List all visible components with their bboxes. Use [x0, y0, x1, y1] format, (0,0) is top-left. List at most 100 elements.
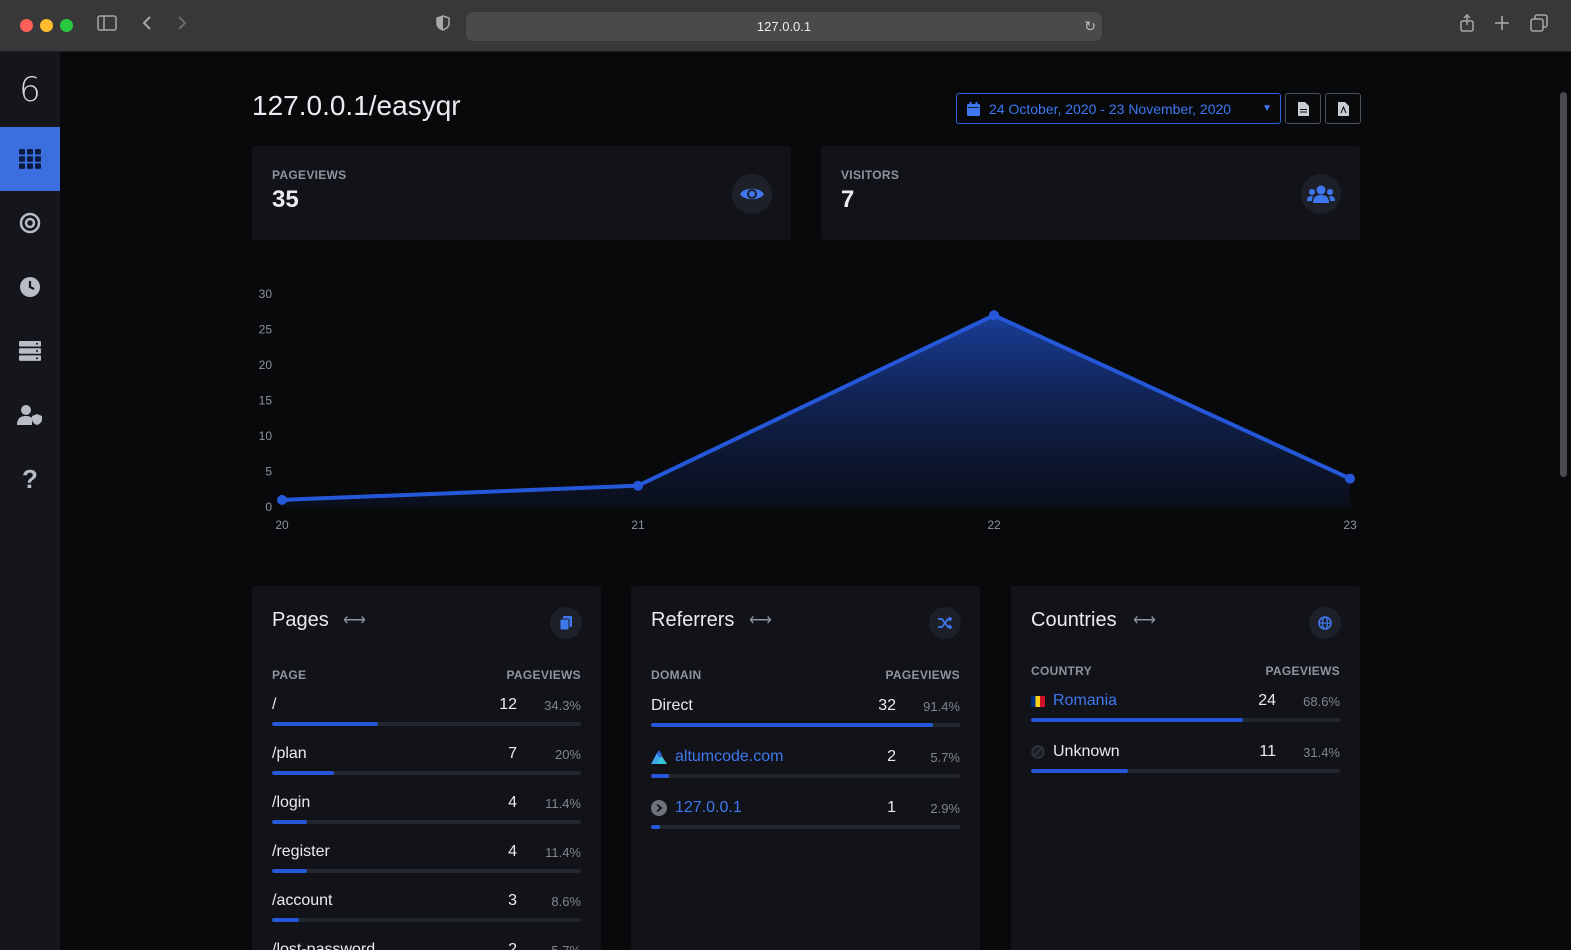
row-percent: 34.3% — [544, 698, 581, 713]
progress-track — [651, 774, 960, 778]
progress-fill — [272, 869, 308, 873]
list-item[interactable]: /register 4 11.4% — [272, 843, 581, 883]
progress-track — [651, 825, 960, 829]
y-tick-label: 30 — [259, 287, 273, 301]
row-label-wrap: /plan — [272, 745, 307, 763]
close-window-button[interactable] — [20, 19, 33, 32]
col-head-page: PAGE — [272, 668, 307, 682]
export-csv-button[interactable] — [1285, 93, 1321, 124]
stat-label: VISITORS — [841, 168, 900, 182]
expand-arrows-icon[interactable]: ⟷ — [1133, 612, 1156, 629]
date-range-label: 24 October, 2020 - 23 November, 2020 — [989, 100, 1232, 117]
tab-overview-icon[interactable] — [1527, 14, 1551, 38]
stat-card-pageviews: PAGEVIEWS 35 — [252, 146, 791, 240]
logo[interactable]: 6 — [19, 70, 41, 110]
x-tick-label: 21 — [631, 518, 645, 532]
row-label: /account — [272, 892, 333, 909]
progress-track — [272, 820, 581, 824]
row-count: 12 — [499, 696, 517, 713]
altumcode-logo-icon — [651, 750, 667, 764]
nav-dashboard[interactable] — [0, 127, 60, 191]
row-label-wrap: /register — [272, 843, 330, 861]
row-label-wrap[interactable]: Romania — [1031, 692, 1117, 710]
row-label-wrap[interactable]: 127.0.0.1 — [651, 799, 742, 817]
list-item[interactable]: 127.0.0.1 1 2.9% — [651, 799, 960, 839]
stat-value: 7 — [841, 186, 855, 213]
row-count: 32 — [878, 697, 896, 714]
nav-admin[interactable] — [0, 383, 60, 447]
share-icon[interactable] — [1455, 13, 1479, 38]
x-tick-label: 23 — [1343, 518, 1357, 532]
row-count: 1 — [887, 799, 896, 816]
list-item[interactable]: Direct 32 91.4% — [651, 697, 960, 737]
new-tab-icon[interactable] — [1490, 14, 1514, 38]
row-label[interactable]: altumcode.com — [675, 748, 784, 765]
list-item[interactable]: /lost-password 2 5.7% — [272, 941, 581, 950]
caret-down-icon: ▼ — [1262, 103, 1272, 114]
unknown-globe-icon — [1031, 745, 1045, 759]
data-point — [633, 480, 643, 491]
row-label[interactable]: Romania — [1053, 692, 1118, 709]
y-tick-label: 20 — [259, 358, 273, 372]
row-count: 3 — [508, 892, 517, 909]
export-pdf-button[interactable] — [1325, 93, 1361, 124]
list-item[interactable]: Unknown 11 31.4% — [1031, 743, 1340, 783]
stat-value: 35 — [272, 186, 299, 213]
row-label-wrap: /lost-password — [272, 941, 375, 950]
shield-icon[interactable] — [431, 14, 455, 38]
referrers-panel: Referrers ⟷ DOMAIN PAGEVIEWS Direct 32 91.… — [631, 586, 980, 950]
nav-websites[interactable] — [0, 319, 60, 383]
nav-history[interactable] — [0, 255, 60, 319]
col-head-pageviews: PAGEVIEWS — [506, 668, 581, 682]
sidebar-toggle-icon[interactable] — [95, 14, 119, 38]
progress-fill — [651, 825, 660, 829]
nav-help[interactable]: ? — [0, 447, 60, 511]
page-scrollbar[interactable] — [1560, 92, 1567, 477]
zoom-window-button[interactable] — [60, 19, 73, 32]
stat-card-visitors: VISITORS 7 — [821, 146, 1360, 240]
copy-icon — [550, 607, 582, 639]
col-head-pageviews: PAGEVIEWS — [885, 668, 960, 682]
row-count: 11 — [1259, 743, 1276, 760]
progress-fill — [1031, 769, 1129, 773]
expand-arrows-icon[interactable]: ⟷ — [749, 612, 772, 629]
question-icon: ? — [22, 463, 38, 494]
page-title: 127.0.0.1/easyqr — [252, 90, 461, 121]
row-count: 7 — [508, 745, 517, 762]
eye-icon — [732, 174, 772, 214]
list-item[interactable]: /plan 7 20% — [272, 745, 581, 785]
list-item[interactable]: / 12 34.3% — [272, 696, 581, 736]
nav-realtime[interactable] — [0, 191, 60, 255]
server-icon — [19, 341, 41, 361]
minimize-window-button[interactable] — [40, 19, 53, 32]
progress-track — [272, 918, 581, 922]
row-label-wrap[interactable]: altumcode.com — [651, 748, 784, 766]
url-text: 127.0.0.1 — [756, 19, 812, 34]
y-tick-label: 0 — [265, 500, 272, 514]
calendar-icon — [967, 101, 980, 116]
forward-icon[interactable] — [170, 14, 194, 38]
progress-fill — [1031, 718, 1243, 722]
row-label: / — [272, 696, 277, 713]
row-count: 2 — [508, 941, 517, 950]
list-item[interactable]: /account 3 8.6% — [272, 892, 581, 932]
col-head-country: COUNTRY — [1031, 664, 1092, 678]
address-bar[interactable]: 127.0.0.1 ↻ — [466, 12, 1102, 41]
list-item[interactable]: altumcode.com 2 5.7% — [651, 748, 960, 788]
row-label: Direct — [651, 697, 693, 714]
back-icon[interactable] — [135, 14, 159, 38]
row-label-wrap: Direct — [651, 697, 693, 715]
row-label[interactable]: 127.0.0.1 — [675, 799, 742, 816]
list-item[interactable]: Romania 24 68.6% — [1031, 692, 1340, 732]
row-label: /plan — [272, 745, 307, 762]
row-label: /register — [272, 843, 330, 860]
users-icon — [1301, 174, 1341, 214]
reload-icon[interactable]: ↻ — [1084, 18, 1096, 34]
pageviews-chart: 0 5 10 15 20 25 30 20 21 22 23 — [259, 287, 1357, 532]
expand-arrows-icon[interactable]: ⟷ — [343, 612, 366, 629]
row-label: /login — [272, 794, 311, 811]
row-count: 4 — [508, 794, 517, 811]
date-range-button[interactable]: 24 October, 2020 - 23 November, 2020 ▼ — [956, 93, 1281, 124]
stat-label: PAGEVIEWS — [272, 168, 347, 182]
list-item[interactable]: /login 4 11.4% — [272, 794, 581, 834]
